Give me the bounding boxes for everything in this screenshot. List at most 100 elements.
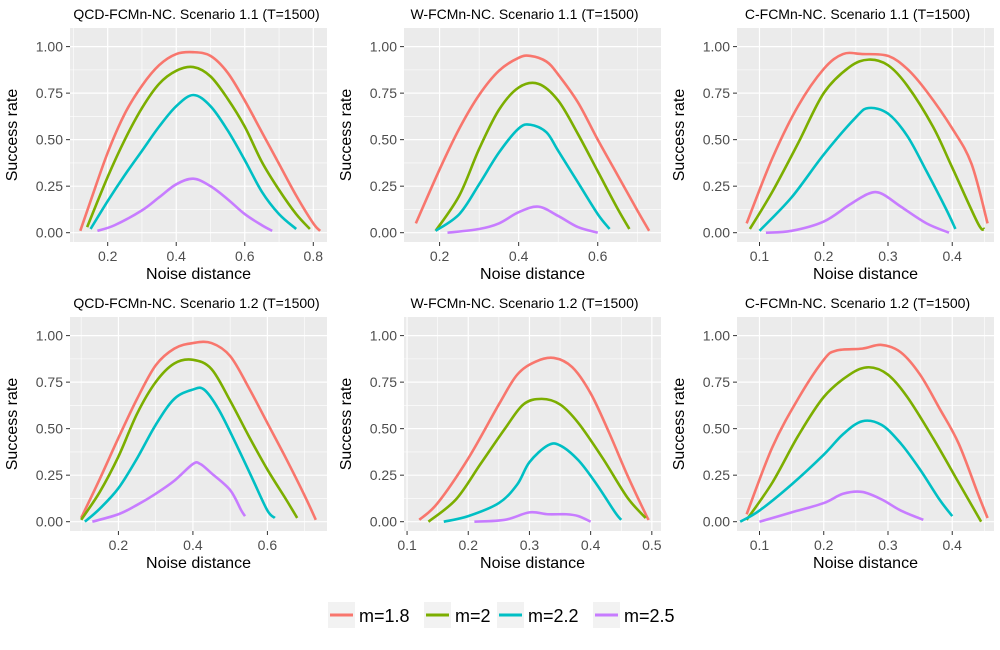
y-tick-label: 0.75 — [370, 85, 397, 101]
y-tick-label: 0.00 — [36, 225, 63, 241]
y-tick-label: 0.50 — [703, 421, 730, 437]
x-tick-label: 0.4 — [943, 537, 963, 553]
series-line-m-2-5 — [97, 177, 273, 233]
series-line-m-2-2 — [89, 93, 298, 230]
y-tick-label: 0.75 — [36, 85, 63, 101]
series-line-m-2-5 — [759, 490, 924, 523]
y-tick-label: 0.50 — [703, 132, 730, 148]
series-line-m-2 — [748, 58, 986, 231]
chart-panel: 0.00 0.25 0.50 0.75 1.00 0.2 0.4 0.6 QCD-FCMn-NC… — [4, 295, 327, 572]
chart-panel: 0.00 0.25 0.50 0.75 1.00 0.1 0.2 0.3 0.4 C-FCMn-N… — [671, 6, 994, 283]
x-tick-label: 0.3 — [878, 537, 898, 553]
x-tick-label: 0.4 — [166, 248, 186, 264]
x-tick-label: 0.2 — [459, 537, 479, 553]
x-tick-label: 0.2 — [814, 248, 834, 264]
legend-item: m=2.5 — [593, 602, 675, 628]
series-line-m-2 — [427, 397, 647, 523]
series-line-m-2-5 — [474, 510, 592, 523]
y-axis-label: Success rate — [4, 89, 21, 182]
legend-label: m=2.5 — [624, 606, 675, 626]
series-line-m-1-8 — [414, 54, 651, 232]
y-tick-label: 0.00 — [370, 514, 397, 530]
panel-title: QCD-FCMn-NC. Scenario 1.1 (T=1500) — [73, 6, 319, 22]
y-tick-label: 0.75 — [36, 374, 63, 390]
chart-panel: 0.00 0.25 0.50 0.75 1.00 0.2 0.4 0.6 0.8 QCD-FCMn… — [4, 6, 327, 283]
plot-background — [737, 28, 994, 242]
x-tick-label: 0.1 — [397, 537, 417, 553]
x-tick-label: 0.6 — [258, 537, 278, 553]
y-tick-label: 0.25 — [36, 467, 63, 483]
x-axis-label: Noise distance — [813, 555, 918, 572]
panel-title: W-FCMn-NC. Scenario 1.1 (T=1500) — [410, 6, 638, 22]
y-tick-label: 0.50 — [370, 132, 397, 148]
y-tick-label: 0.75 — [703, 85, 730, 101]
y-tick-label: 1.00 — [370, 39, 397, 55]
y-tick-label: 1.00 — [36, 328, 63, 344]
x-tick-label: 0.4 — [509, 248, 529, 264]
chart-panel: 0.00 0.25 0.50 0.75 1.00 0.2 0.4 0.6 W-FCMn-NC. … — [338, 6, 661, 283]
y-axis-label: Success rate — [671, 89, 688, 182]
x-tick-label: 0.2 — [98, 248, 118, 264]
x-tick-label: 0.5 — [642, 537, 662, 553]
series-line-m-2-5 — [765, 190, 950, 234]
y-tick-label: 0.00 — [370, 225, 397, 241]
series-line-m-2 — [745, 365, 983, 523]
chart-panel: 0.00 0.25 0.50 0.75 1.00 0.1 0.2 0.3 0.4 C-FCMn-N… — [671, 295, 994, 572]
series-line-m-1-8 — [418, 356, 650, 521]
plot-background — [404, 317, 661, 531]
series-line-m-2-2 — [434, 123, 611, 232]
y-tick-label: 0.25 — [703, 467, 730, 483]
y-tick-label: 0.50 — [36, 132, 63, 148]
panel-title: QCD-FCMn-NC. Scenario 1.2 (T=1500) — [73, 295, 319, 311]
y-tick-label: 1.00 — [703, 328, 730, 344]
x-tick-label: 0.2 — [814, 537, 834, 553]
y-axis-label: Success rate — [338, 89, 355, 182]
y-tick-label: 1.00 — [36, 39, 63, 55]
series-line-m-2-2 — [758, 106, 957, 232]
legend-label: m=1.8 — [359, 606, 410, 626]
legend-label: m=2 — [455, 606, 491, 626]
legend-item: m=2 — [424, 602, 491, 628]
series-line-m-1-8 — [745, 343, 989, 519]
y-tick-label: 0.75 — [370, 374, 397, 390]
y-tick-label: 0.75 — [703, 374, 730, 390]
series-line-m-2-5 — [447, 205, 599, 234]
legend: m=1.8 m=2 m=2.2 m=2.5 — [328, 602, 675, 628]
series-line-m-2-2 — [84, 386, 276, 523]
y-tick-label: 0.00 — [703, 514, 730, 530]
legend-item: m=1.8 — [328, 602, 410, 628]
x-axis-label: Noise distance — [146, 266, 251, 283]
panel-title: C-FCMn-NC. Scenario 1.2 (T=1500) — [745, 295, 970, 311]
y-tick-label: 1.00 — [370, 328, 397, 344]
x-tick-label: 0.8 — [304, 248, 324, 264]
y-tick-label: 1.00 — [703, 39, 730, 55]
x-axis-label: Noise distance — [813, 266, 918, 283]
x-tick-label: 0.6 — [235, 248, 255, 264]
y-axis-label: Success rate — [4, 378, 21, 471]
x-tick-label: 0.4 — [183, 537, 203, 553]
series-line-m-2-2 — [443, 442, 623, 523]
series-line-m-2-2 — [739, 419, 954, 523]
x-tick-label: 0.2 — [109, 537, 129, 553]
y-tick-label: 0.25 — [370, 467, 397, 483]
x-tick-label: 0.1 — [750, 537, 770, 553]
y-tick-label: 0.25 — [703, 178, 730, 194]
y-tick-label: 0.00 — [36, 514, 63, 530]
y-tick-label: 0.50 — [370, 421, 397, 437]
series-line-m-1-8 — [79, 340, 318, 521]
x-axis-label: Noise distance — [480, 555, 585, 572]
x-tick-label: 0.3 — [878, 248, 898, 264]
y-axis-label: Success rate — [338, 378, 355, 471]
series-line-m-2 — [434, 81, 631, 232]
y-axis-label: Success rate — [671, 378, 688, 471]
panels-container: 0.00 0.25 0.50 0.75 1.00 0.2 0.4 0.6 0.8 QCD-FCMn… — [4, 6, 994, 572]
series-line-m-1-8 — [79, 50, 322, 232]
plot-background — [70, 28, 327, 242]
legend-label: m=2.2 — [528, 606, 579, 626]
series-line-m-2 — [80, 358, 299, 521]
panel-title: W-FCMn-NC. Scenario 1.2 (T=1500) — [410, 295, 638, 311]
x-tick-label: 0.2 — [430, 248, 450, 264]
x-tick-label: 0.1 — [750, 248, 770, 264]
x-tick-label: 0.4 — [581, 537, 601, 553]
